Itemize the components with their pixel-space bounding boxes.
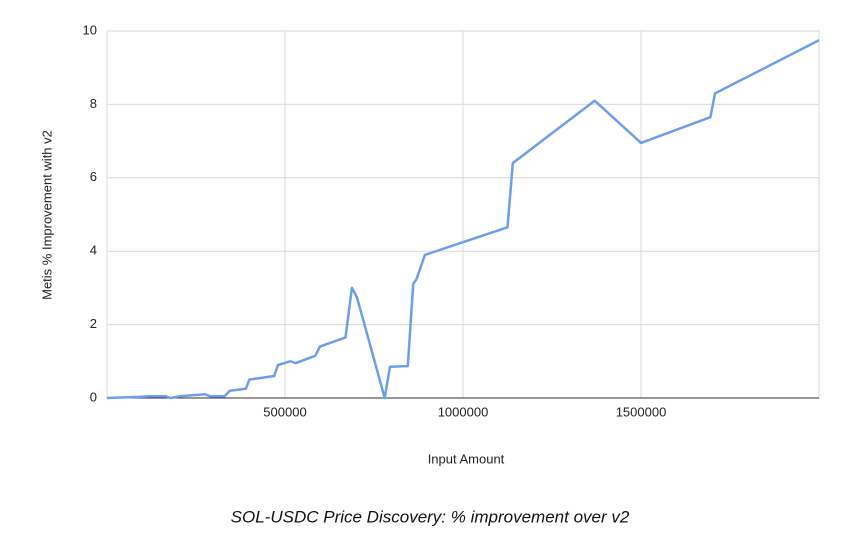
x-tick-label: 500000 (263, 404, 306, 419)
x-tick-label: 1500000 (616, 404, 667, 419)
y-tick-label: 8 (90, 96, 97, 111)
x-axis-label: Input Amount (428, 451, 505, 466)
y-tick-label: 2 (90, 316, 97, 331)
x-tick-label: 1000000 (438, 404, 489, 419)
y-axis-label: Metis % Improvement with v2 (39, 130, 54, 300)
y-tick-label: 6 (90, 169, 97, 184)
data-line (106, 39, 820, 400)
caption: SOL-USDC Price Discovery: % improvement … (231, 507, 630, 526)
y-tick-label: 4 (90, 243, 97, 258)
y-tick-label: 10 (83, 22, 97, 37)
y-tick-label: 0 (90, 389, 97, 404)
